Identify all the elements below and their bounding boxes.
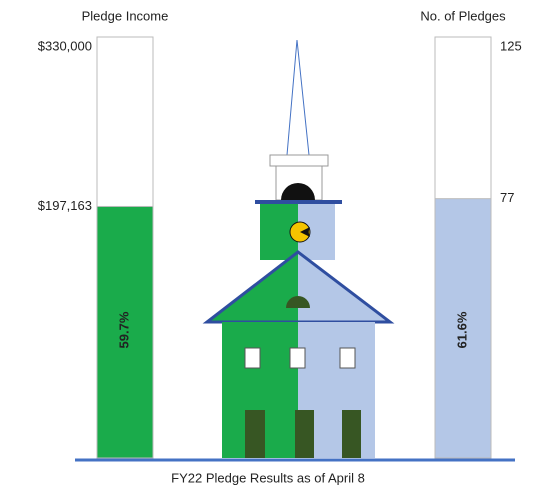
value-label: $197,163 bbox=[38, 198, 92, 213]
y-tick-label: 125 bbox=[500, 38, 522, 53]
church bbox=[207, 40, 390, 458]
chart: FY22 Pledge Results as of April 8 Pledge… bbox=[0, 0, 537, 493]
percent-label: 59.7% bbox=[116, 311, 131, 348]
percent-label: 61.6% bbox=[454, 311, 469, 348]
caption: FY22 Pledge Results as of April 8 bbox=[171, 470, 365, 485]
page: FY22 Pledge Results as of April 8 Pledge… bbox=[0, 0, 537, 493]
y-tick-label: $330,000 bbox=[38, 38, 92, 53]
gauge-title: No. of Pledges bbox=[420, 8, 506, 23]
gauge-title: Pledge Income bbox=[82, 8, 169, 23]
value-label: 77 bbox=[500, 190, 514, 205]
